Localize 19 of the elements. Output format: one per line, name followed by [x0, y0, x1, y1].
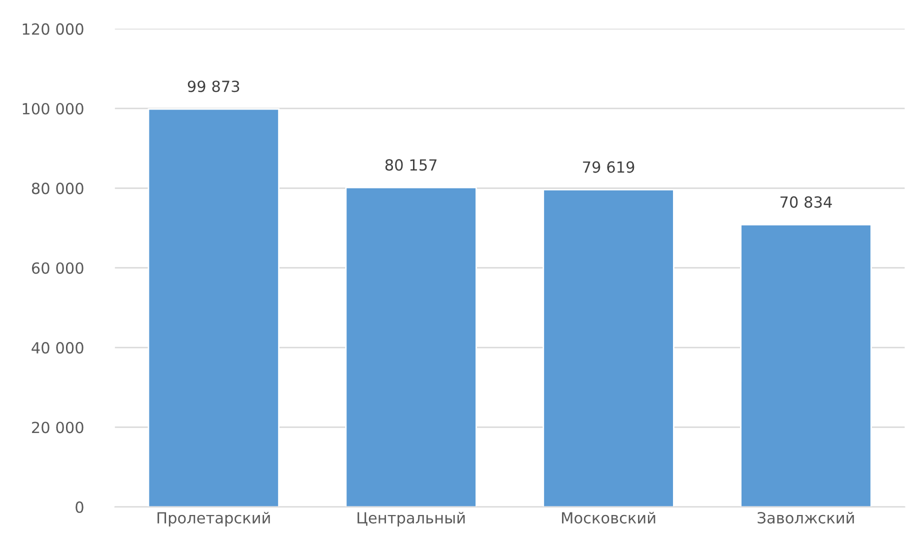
y-tick-label: 20 000 [32, 422, 84, 434]
y-tick-label: 60 000 [32, 262, 84, 274]
x-tick-label: Центральный [358, 512, 465, 527]
bar [345, 186, 477, 507]
data-label: 79 619 [583, 161, 634, 173]
data-label: 70 834 [780, 196, 832, 208]
data-label: 80 157 [385, 159, 437, 171]
y-tick-label: 100 000 [22, 102, 84, 115]
x-tick-label: Заволжский [758, 512, 854, 524]
y-tick-label: 40 000 [32, 342, 84, 354]
bar [148, 108, 280, 507]
bar [740, 224, 872, 507]
bar [542, 189, 674, 507]
y-tick-label: 80 000 [32, 182, 84, 194]
data-label: 99 873 [188, 80, 240, 92]
x-tick-label: Московский [562, 512, 656, 524]
y-tick-label: 120 000 [22, 23, 84, 35]
x-tick-label: Пролетарский [158, 512, 270, 527]
y-tick-label: 0 [76, 501, 84, 513]
